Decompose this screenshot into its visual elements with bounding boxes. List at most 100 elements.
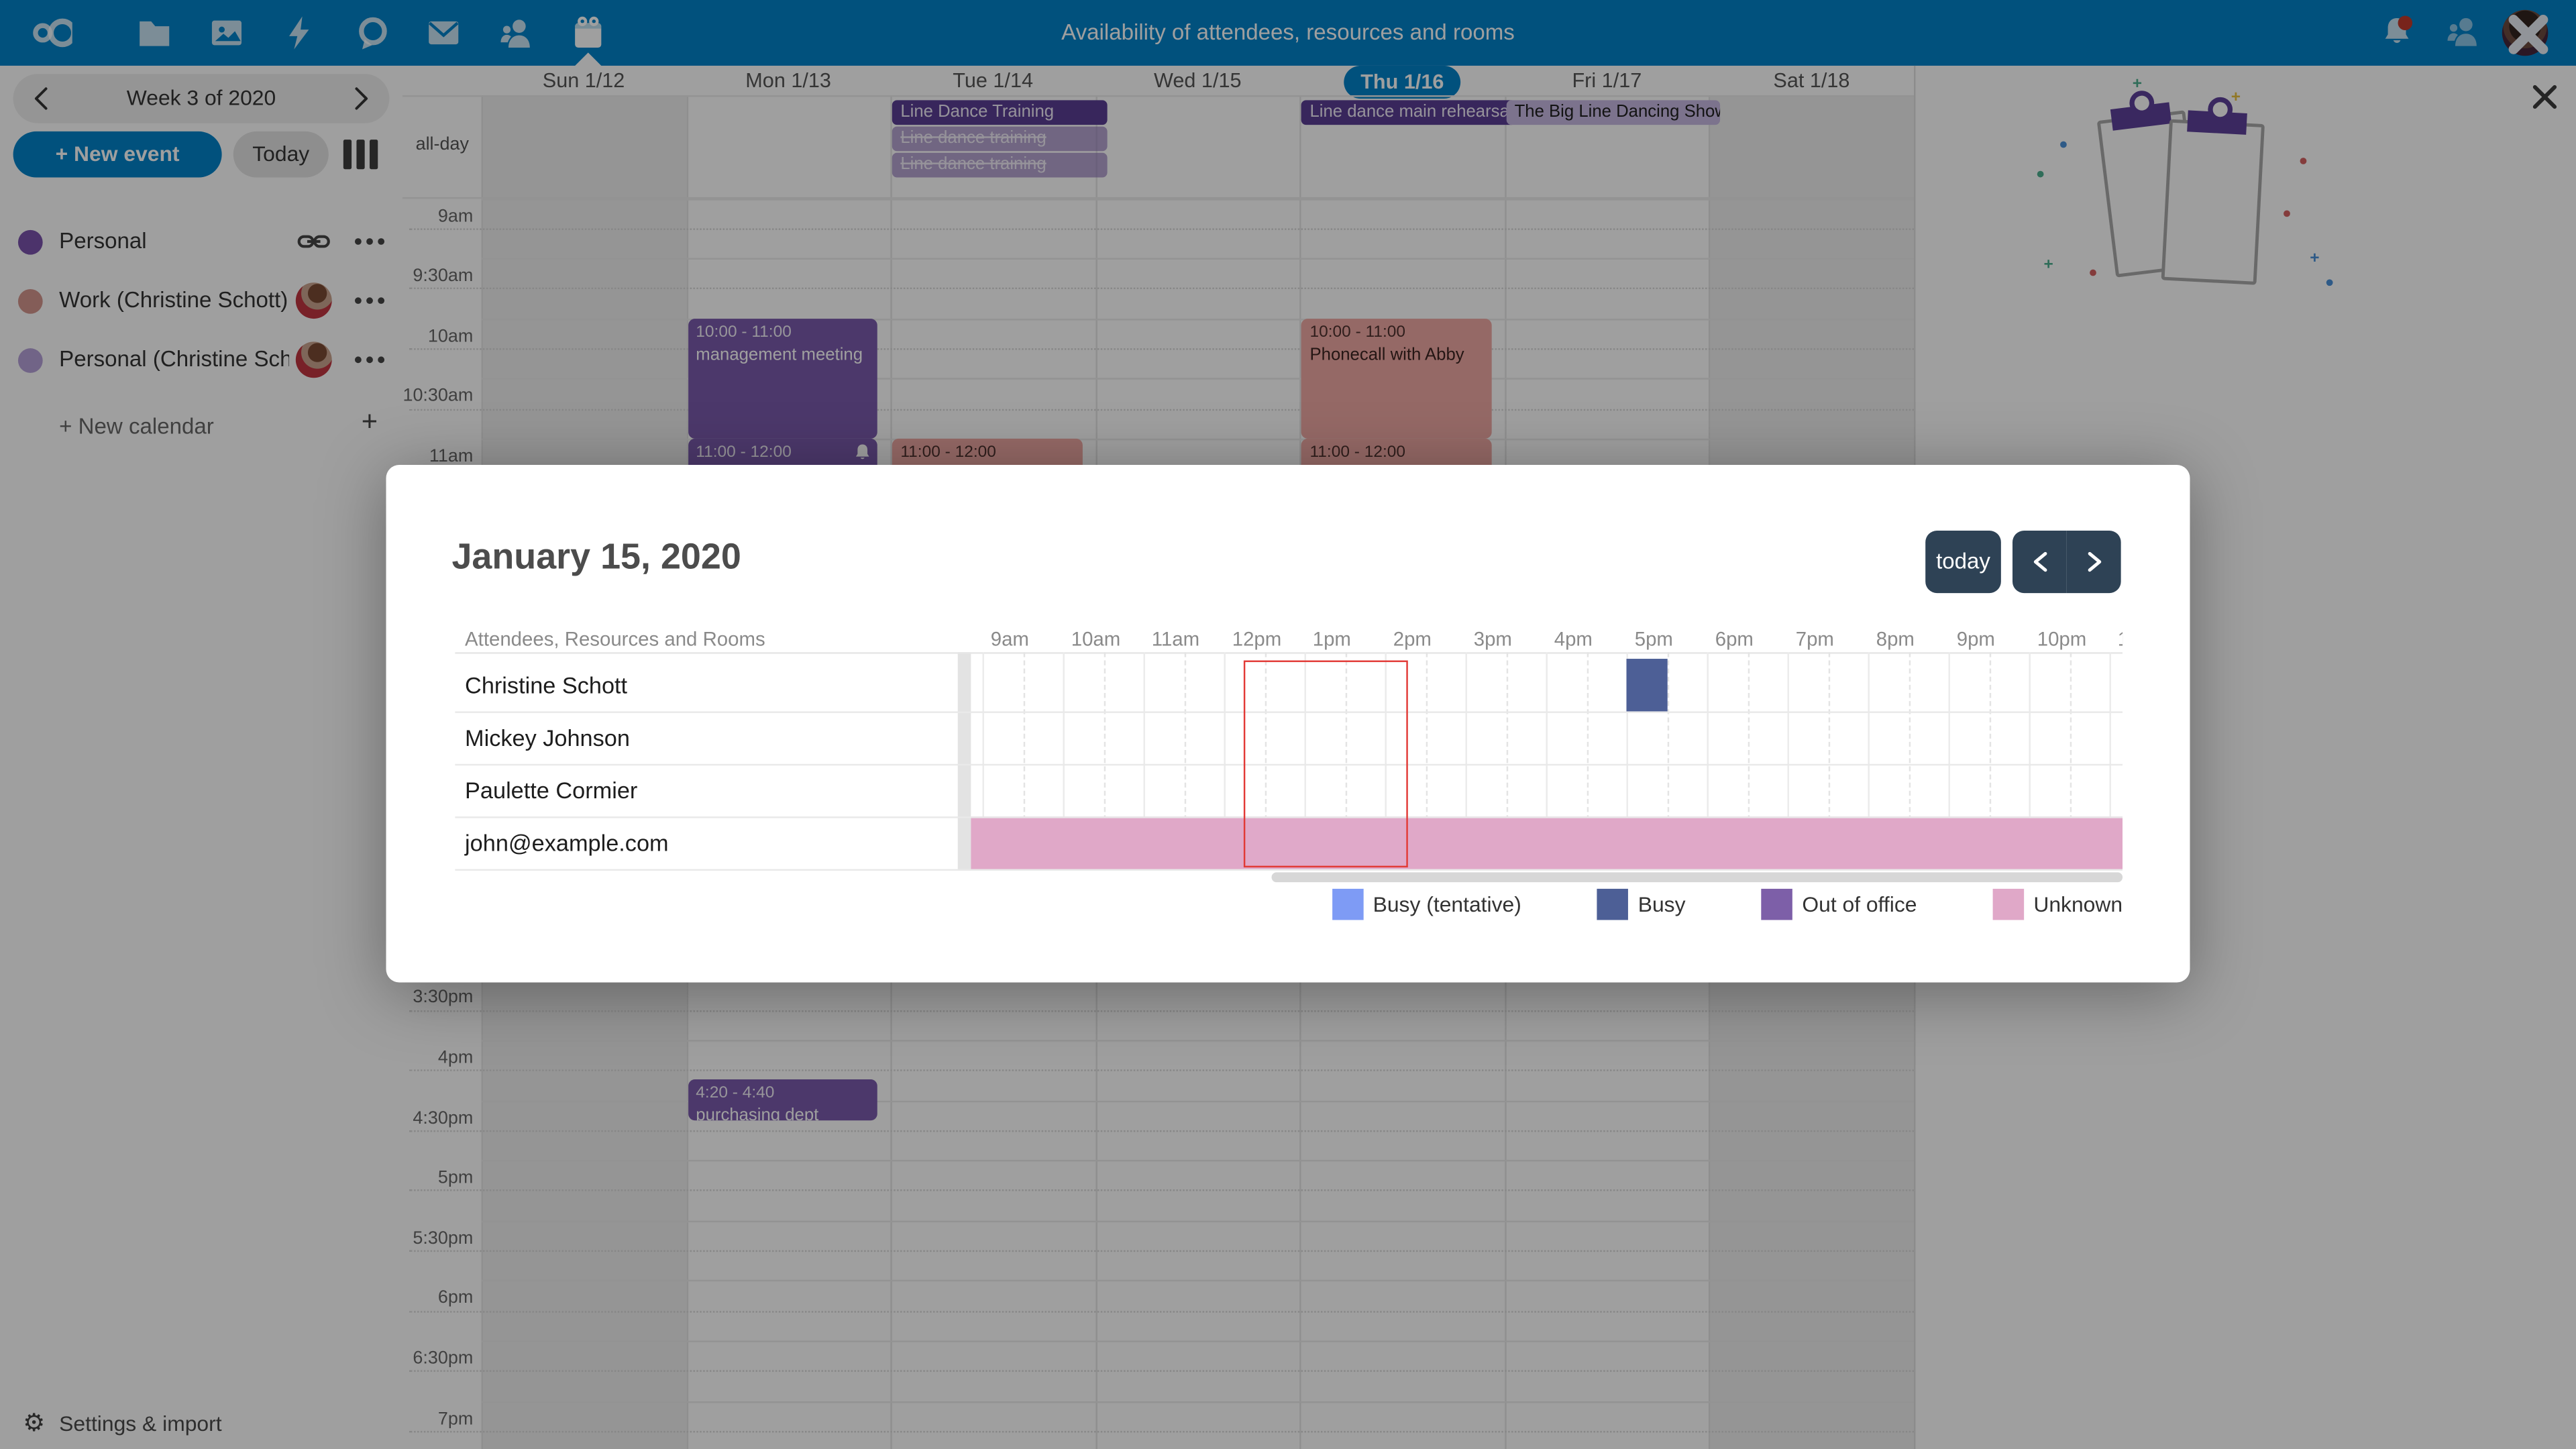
- calendar-event[interactable]: 10:00 - 11:00 management meeting: [688, 318, 878, 439]
- grid-line: [455, 816, 2123, 818]
- grid-line: [2109, 652, 2111, 869]
- calendar-list-item[interactable]: Work (Christine Schott): [0, 271, 402, 330]
- previous-week-icon[interactable]: [26, 82, 59, 115]
- time-gutter-label: 7pm: [437, 1409, 474, 1429]
- modal-hour-label: 5pm: [1634, 627, 1673, 651]
- confetti-dot: [2090, 269, 2096, 276]
- legend-swatch: [1761, 888, 1792, 920]
- contacts-menu-icon[interactable]: [2445, 13, 2484, 53]
- calendar-actions-menu[interactable]: [354, 288, 388, 314]
- new-event-button[interactable]: + New event: [13, 131, 222, 178]
- calendar-list-item[interactable]: Personal (Christine Scho...: [0, 330, 402, 389]
- event-title: purchasing dept: [696, 1106, 819, 1120]
- time-gutter-label: 10am: [427, 326, 474, 346]
- nextcloud-logo-icon[interactable]: [30, 11, 72, 54]
- ellipsis-icon: [354, 238, 362, 245]
- unknown-availability-row: [971, 816, 2123, 869]
- settings-import[interactable]: ⚙ Settings & import: [0, 1400, 402, 1449]
- all-day-event[interactable]: The Big Line Dancing Show: [1506, 100, 1721, 124]
- reminder-bell-icon: [855, 443, 871, 466]
- day-header[interactable]: Thu 1/16: [1300, 65, 1505, 99]
- day-header[interactable]: Tue 1/14: [953, 68, 1034, 93]
- event-time: 11:00 - 12:00: [1309, 443, 1406, 462]
- grid-line: [1666, 652, 1668, 869]
- avatar[interactable]: [2502, 9, 2548, 56]
- new-calendar-button[interactable]: + New calendar +: [0, 402, 402, 462]
- photos-icon[interactable]: [205, 11, 248, 54]
- confetti-plus: +: [2231, 89, 2241, 107]
- all-day-event[interactable]: Line dance training: [892, 152, 1107, 177]
- day-header[interactable]: Wed 1/15: [1154, 68, 1242, 93]
- confetti-plus: +: [2132, 75, 2143, 94]
- ellipsis-icon: [354, 297, 362, 305]
- calendar-list-item[interactable]: Personal: [0, 212, 402, 271]
- modal-hour-label: 12pm: [1232, 627, 1282, 651]
- active-app-indicator: [575, 52, 602, 66]
- grid-line: [1224, 652, 1226, 869]
- modal-hour-label: 8pm: [1876, 627, 1915, 651]
- grid-line: [1747, 652, 1749, 869]
- talk-icon[interactable]: [352, 11, 394, 54]
- grid-line: [1626, 652, 1628, 869]
- availability-legend: Busy (tentative) Busy Out of office Unknown: [1332, 888, 2123, 920]
- day-header[interactable]: Sat 1/18: [1773, 68, 1850, 93]
- modal-hour-label: 2pm: [1393, 627, 1432, 651]
- grid-horizontal-scrollbar-thumb[interactable]: [1271, 872, 2123, 883]
- calendar-owner-avatar: [295, 282, 332, 319]
- day-header[interactable]: Mon 1/13: [745, 68, 831, 93]
- availability-grid[interactable]: Attendees, Resources and Rooms 9am 10am 11…: [386, 628, 2123, 891]
- modal-attendee-name: Paulette Cormier: [465, 777, 638, 804]
- all-day-event[interactable]: Line Dance Training: [892, 100, 1107, 124]
- grid-line: [1143, 652, 1145, 869]
- files-icon[interactable]: [133, 11, 176, 54]
- grid-line: [409, 288, 1915, 290]
- grid-line: [409, 1310, 1915, 1312]
- grid-line: [455, 869, 2123, 871]
- selected-time-range[interactable]: [1244, 660, 1409, 868]
- all-day-label: all-day: [415, 134, 469, 155]
- notifications-bell-icon[interactable]: [2377, 13, 2417, 53]
- calendar-owner-avatar: [295, 341, 332, 378]
- grid-line: [1304, 652, 1306, 869]
- time-gutter-label: 4:30pm: [413, 1108, 474, 1128]
- grid-line: [982, 652, 984, 869]
- time-gutter-label: 6pm: [437, 1288, 474, 1309]
- plus-icon: +: [361, 405, 378, 437]
- modal-next-day-button[interactable]: [2066, 531, 2121, 594]
- mail-icon[interactable]: [422, 11, 465, 54]
- calendar-actions-menu[interactable]: [354, 228, 388, 254]
- grid-line: [481, 1099, 1915, 1102]
- legend-label: Unknown: [2033, 891, 2123, 916]
- modal-hour-label: 9pm: [1956, 627, 1995, 651]
- confetti-dot: [2284, 210, 2290, 217]
- calendar-icon[interactable]: [567, 11, 610, 54]
- grid-line: [2069, 652, 2071, 869]
- grid-line: [1908, 652, 1910, 869]
- close-icon[interactable]: [2530, 82, 2559, 111]
- grid-line: [481, 318, 1915, 320]
- day-header[interactable]: Sun 1/12: [542, 68, 625, 93]
- grid-vertical-scrollbar[interactable]: [957, 652, 971, 869]
- left-sidebar: Week 3 of 2020 + New event Today Persona…: [0, 65, 403, 1449]
- all-day-event[interactable]: Line dance main rehearsal: [1301, 100, 1516, 124]
- legend-item: Busy: [1597, 888, 1686, 920]
- contacts-icon[interactable]: [494, 11, 537, 54]
- day-header[interactable]: Fri 1/17: [1572, 68, 1642, 93]
- activity-icon[interactable]: [278, 11, 321, 54]
- view-columns-icon[interactable]: [343, 140, 380, 170]
- time-gutter-label: 11am: [429, 446, 474, 467]
- grid-line: [1505, 652, 1507, 869]
- modal-prev-day-button[interactable]: [2012, 531, 2067, 594]
- legend-swatch: [1332, 888, 1363, 920]
- modal-today-button[interactable]: today: [1925, 531, 2001, 594]
- calendar-actions-menu[interactable]: [354, 347, 388, 373]
- all-day-event[interactable]: Line dance training: [892, 126, 1107, 151]
- today-button[interactable]: Today: [233, 131, 329, 178]
- calendar-event[interactable]: 4:20 - 4:40 purchasing dept: [688, 1079, 878, 1120]
- grid-line: [409, 1430, 1915, 1433]
- next-week-icon[interactable]: [343, 82, 376, 115]
- top-bar: Availability of attendees, resources and…: [0, 0, 2576, 66]
- grid-line: [1103, 652, 1105, 869]
- grid-line: [481, 1220, 1915, 1222]
- calendar-event[interactable]: 10:00 - 11:00 Phonecall with Abby: [1301, 318, 1492, 439]
